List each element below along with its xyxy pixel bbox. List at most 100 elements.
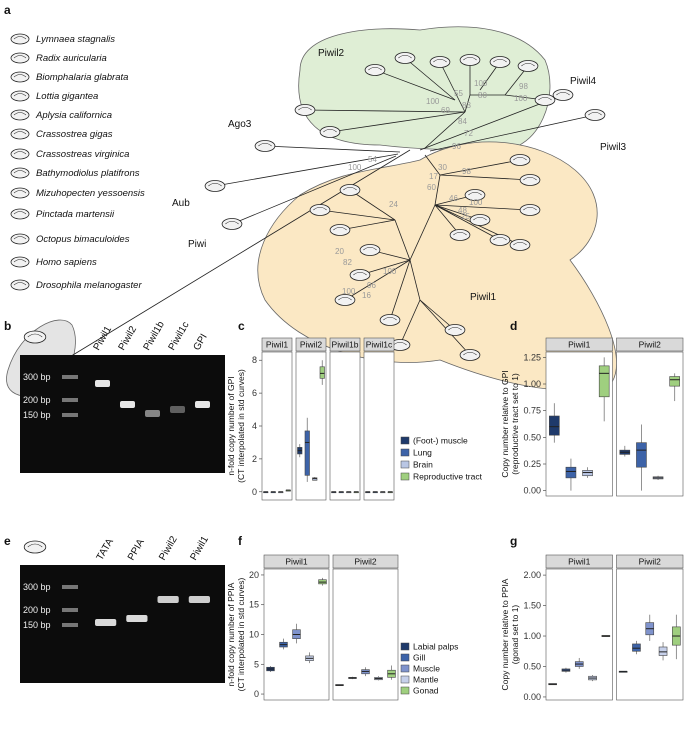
tree-branch [399, 299, 421, 346]
panel-label: d [510, 319, 517, 333]
y-tick-label: 0.00 [523, 486, 541, 496]
icon-detail [468, 191, 482, 196]
bootstrap-value: 100 [348, 163, 362, 172]
icon-detail [433, 58, 447, 63]
icon-detail [313, 206, 327, 211]
icon [10, 256, 30, 268]
icon [10, 233, 30, 245]
bootstrap-value: 17 [429, 172, 438, 181]
species-name: Octopus bimaculoides [36, 234, 130, 245]
lane-label: TATA [95, 537, 116, 563]
lane-label: Piwil2 [157, 534, 180, 562]
tree-branch [344, 259, 411, 301]
bootstrap-value: 96 [452, 142, 461, 151]
gel-band [188, 596, 210, 603]
icon-detail [13, 211, 27, 215]
y-tick-label: 8 [252, 355, 257, 365]
icon-detail [13, 170, 27, 174]
bootstrap-value: 100 [469, 198, 483, 207]
legend-label: Reproductive tract [413, 472, 483, 482]
gel-band [126, 615, 148, 622]
bootstrap-value: 100 [342, 287, 356, 296]
icon-detail [13, 236, 27, 240]
icon [394, 52, 416, 64]
tree-branch [464, 94, 471, 113]
y-axis-label: (CT interpolated in std curves) [236, 369, 246, 483]
tree-branch [434, 204, 531, 211]
tree-branch [394, 219, 411, 261]
tree-branch [429, 114, 596, 152]
icon [294, 104, 316, 116]
icon [517, 60, 539, 72]
facet-panel [545, 568, 613, 701]
bootstrap-value: 98 [519, 82, 528, 91]
icon-detail [588, 111, 602, 116]
icon-detail [393, 341, 407, 346]
bootstrap-value: 46 [449, 194, 458, 203]
icon [334, 294, 356, 306]
icon [552, 89, 574, 101]
tree-branch [231, 155, 397, 225]
tree-branch [424, 154, 441, 176]
icon [509, 239, 531, 251]
y-axis-label: Copy number relative to GPI [500, 370, 510, 477]
y-tick-label: 1.25 [523, 352, 541, 362]
legend-label: Brain [413, 460, 433, 470]
species-name: Lottia gigantea [36, 91, 98, 102]
species-name: Bathymodiolus platifrons [36, 168, 140, 179]
y-tick-label: 1.00 [523, 379, 541, 389]
facet-title: Piwil1b [332, 340, 359, 350]
gel-band [95, 380, 110, 387]
icon-detail [13, 131, 27, 135]
icon [10, 33, 30, 45]
lane-label: Piwil1 [92, 324, 115, 352]
tree-branch [419, 299, 471, 356]
y-tick-label: 20 [249, 570, 259, 580]
marker-label: 150 bp [23, 410, 51, 420]
species-name: Aplysia californica [35, 110, 112, 121]
bootstrap-value: 16 [362, 291, 371, 300]
legend-swatch [400, 664, 410, 673]
box-iqr [549, 415, 560, 436]
icon [10, 90, 30, 102]
species-name: Pinctada martensii [36, 209, 115, 220]
icon [469, 214, 491, 226]
icon-detail [208, 182, 222, 187]
legend-swatch [400, 675, 410, 684]
box-iqr [598, 365, 610, 398]
tree-branch [434, 174, 441, 206]
icon-detail [493, 236, 507, 241]
icon [459, 349, 481, 361]
bootstrap-value: 72 [464, 129, 473, 138]
legend-swatch [400, 436, 410, 445]
facet-strip [616, 554, 684, 569]
bootstrap-value: 100 [383, 267, 397, 276]
icon-detail [13, 282, 27, 286]
icon [379, 314, 401, 326]
bootstrap-value: 20 [335, 247, 344, 256]
marker-label: 300 bp [23, 372, 51, 382]
icon-detail [323, 128, 337, 133]
facet-panel [261, 351, 293, 501]
y-tick-label: 0.00 [523, 692, 541, 702]
bootstrap-value: 80 [478, 91, 487, 100]
icon [489, 234, 511, 246]
ladder-band [62, 623, 78, 627]
facet-panel [329, 351, 361, 501]
icon-detail [13, 259, 27, 263]
box-iqr [319, 366, 325, 379]
facet-strip [363, 337, 395, 352]
icon-detail [258, 142, 272, 147]
facet-strip [329, 337, 361, 352]
icon-detail [523, 176, 537, 181]
y-tick-label: 0.50 [523, 432, 541, 442]
icon-detail [463, 351, 477, 356]
icon-detail [333, 226, 347, 231]
lane-label: Piwil1b [142, 319, 168, 352]
tree-branch [439, 159, 521, 176]
gel-band [157, 596, 179, 603]
bootstrap-value: 84 [458, 117, 467, 126]
bootstrap-value: 25 [461, 212, 470, 221]
clade-label: Piwi [188, 239, 206, 250]
y-axis-label: n-fold copy number of PPIA [226, 582, 236, 686]
